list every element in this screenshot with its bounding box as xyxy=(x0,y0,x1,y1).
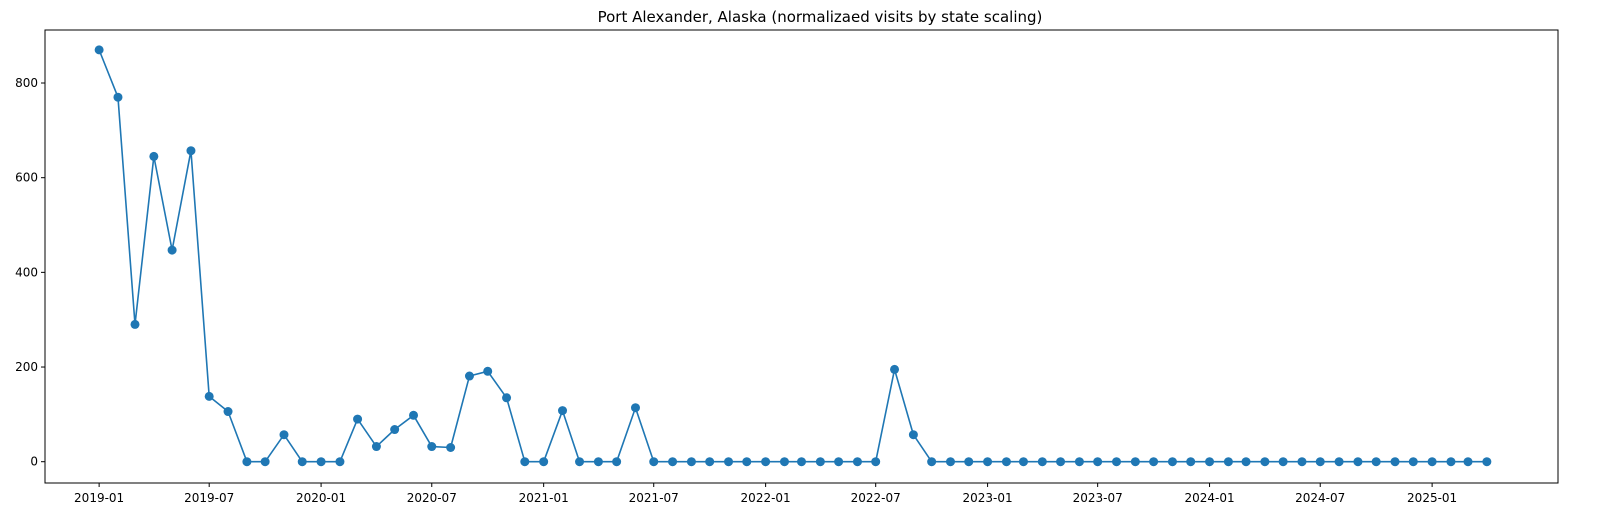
plot-frame xyxy=(44,29,1559,484)
data-point xyxy=(575,457,585,467)
data-point xyxy=(94,45,104,55)
data-point xyxy=(242,457,252,467)
x-tick-label: 2021-01 xyxy=(519,491,569,505)
x-tick-label: 2019-07 xyxy=(184,491,234,505)
data-point xyxy=(427,442,437,452)
data-point xyxy=(724,457,734,467)
data-point xyxy=(204,391,214,401)
data-point xyxy=(1315,457,1325,467)
data-point xyxy=(1371,457,1381,467)
data-point xyxy=(1446,457,1456,467)
data-point xyxy=(558,406,568,416)
series-line xyxy=(98,49,1487,463)
data-point xyxy=(1427,457,1437,467)
data-point xyxy=(167,245,177,255)
data-point xyxy=(1297,457,1307,467)
data-point xyxy=(409,410,419,420)
data-point xyxy=(223,407,233,417)
data-point xyxy=(1093,457,1103,467)
data-point xyxy=(612,457,622,467)
data-point xyxy=(446,443,456,452)
data-point xyxy=(1074,457,1084,467)
data-point xyxy=(520,457,530,467)
data-point xyxy=(1149,457,1159,467)
data-point xyxy=(390,425,400,435)
data-point xyxy=(927,457,937,467)
data-point xyxy=(852,457,862,467)
data-point xyxy=(464,371,474,381)
x-tick-label: 2023-07 xyxy=(1073,491,1123,505)
data-point xyxy=(1112,457,1122,467)
data-point xyxy=(871,457,881,467)
data-point xyxy=(149,151,159,161)
data-point xyxy=(945,457,955,467)
x-tick-label: 2022-01 xyxy=(741,491,791,505)
data-point xyxy=(1037,457,1047,467)
data-point xyxy=(130,319,140,329)
data-point xyxy=(335,457,345,467)
data-point xyxy=(1167,457,1177,467)
data-point xyxy=(908,430,918,440)
data-point xyxy=(186,146,196,156)
data-point xyxy=(1018,457,1028,467)
data-point xyxy=(1186,457,1196,467)
y-tick-label: 400 xyxy=(15,265,38,279)
data-point xyxy=(890,364,900,374)
data-point xyxy=(1241,457,1251,467)
y-tick-label: 800 xyxy=(15,76,38,90)
x-tick-label: 2024-07 xyxy=(1295,491,1345,505)
data-point xyxy=(483,366,493,376)
x-tick-label: 2023-01 xyxy=(963,491,1013,505)
data-point xyxy=(815,457,825,467)
x-tick-label: 2021-07 xyxy=(629,491,679,505)
x-tick-label: 2022-07 xyxy=(851,491,901,505)
data-point xyxy=(1278,457,1288,467)
data-point xyxy=(1390,457,1400,467)
data-point xyxy=(1463,457,1473,467)
data-point xyxy=(630,403,640,413)
data-point xyxy=(1056,457,1066,467)
data-point xyxy=(1408,457,1418,467)
x-tick-label: 2020-07 xyxy=(407,491,457,505)
data-point xyxy=(983,457,993,467)
data-point xyxy=(1353,457,1363,467)
data-point xyxy=(964,457,974,467)
data-point xyxy=(649,457,659,467)
data-point xyxy=(705,457,715,467)
y-tick-label: 200 xyxy=(15,360,38,374)
x-tick-label: 2024-01 xyxy=(1184,491,1234,505)
data-point xyxy=(371,442,381,452)
data-point xyxy=(1223,457,1233,467)
x-tick-label: 2025-01 xyxy=(1407,491,1457,505)
data-point xyxy=(113,92,123,102)
data-point xyxy=(502,393,512,403)
data-point xyxy=(297,457,307,467)
data-point xyxy=(260,457,270,467)
data-point xyxy=(797,457,806,467)
y-tick-label: 0 xyxy=(30,455,38,469)
data-point xyxy=(1205,457,1215,467)
data-point xyxy=(539,457,549,467)
data-point xyxy=(1334,457,1344,467)
data-point xyxy=(1001,457,1011,467)
data-point xyxy=(1260,457,1270,467)
x-tick-label: 2019-01 xyxy=(74,491,124,505)
data-point xyxy=(279,430,289,440)
data-point xyxy=(779,457,789,467)
y-tick-label: 600 xyxy=(15,171,38,185)
data-point xyxy=(593,457,603,467)
chart-title: Port Alexander, Alaska (normalizaed visi… xyxy=(598,8,1043,26)
data-point xyxy=(353,414,363,424)
data-point xyxy=(686,457,696,467)
data-point xyxy=(668,457,678,467)
data-point xyxy=(761,457,771,467)
data-point xyxy=(1130,457,1140,467)
data-point xyxy=(316,457,326,467)
data-point xyxy=(742,457,752,467)
data-point xyxy=(1482,457,1492,467)
data-point xyxy=(834,457,844,467)
x-tick-label: 2020-01 xyxy=(296,491,346,505)
